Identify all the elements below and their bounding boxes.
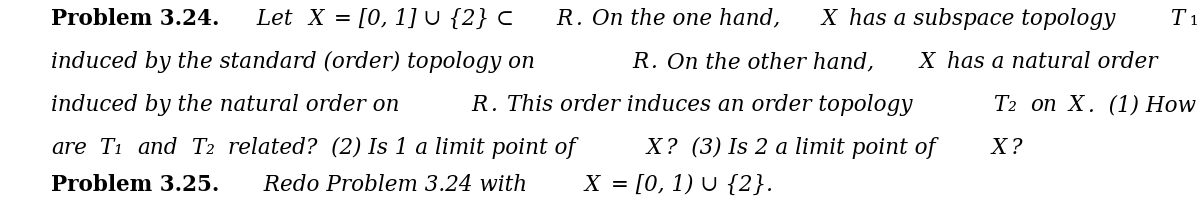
Text: Τ₂: Τ₂ [185,137,222,159]
Text: are: are [50,137,86,159]
Text: X: X [308,8,324,30]
Text: On the other hand,: On the other hand, [667,51,875,73]
Text: R: R [557,8,572,30]
Text: Τ: Τ [1164,8,1186,30]
Text: .  (1) How: . (1) How [1088,94,1196,116]
Text: This order induces an order topology: This order induces an order topology [508,94,912,116]
Text: X: X [1062,94,1085,116]
Text: = [0, 1] ∪ {2} ⊂: = [0, 1] ∪ {2} ⊂ [326,8,521,30]
Text: ₁: ₁ [1189,8,1198,30]
Text: induced by the standard (order) topology on: induced by the standard (order) topology… [50,51,541,73]
Text: ?: ? [1012,137,1022,159]
Text: R: R [472,94,487,116]
Text: has a natural order: has a natural order [947,51,1158,73]
Text: X: X [815,8,844,30]
Text: .: . [491,94,504,116]
Text: Problem 3.24.: Problem 3.24. [50,8,220,30]
Text: and: and [137,137,178,159]
Text: R: R [632,51,648,73]
Text: .: . [576,8,589,30]
Text: ?  (3) Is 2 a limit point of: ? (3) Is 2 a limit point of [666,137,936,159]
Text: = [0, 1) ∪ {2}.: = [0, 1) ∪ {2}. [605,174,774,196]
Text: X: X [578,174,600,196]
Text: Let: Let [251,8,300,30]
Text: on: on [1031,94,1057,116]
Text: X: X [912,51,942,73]
Text: Τ₂: Τ₂ [988,94,1024,116]
Text: Redo Problem 3.24 with: Redo Problem 3.24 with [251,174,527,196]
Text: X: X [985,137,1007,159]
Text: X: X [640,137,661,159]
Text: Τ₁: Τ₁ [94,137,130,159]
Text: induced by the natural order on: induced by the natural order on [50,94,407,116]
Text: related?  (2) Is 1 a limit point of: related? (2) Is 1 a limit point of [228,137,576,159]
Text: .: . [652,51,665,73]
Text: has a subspace topology: has a subspace topology [848,8,1115,30]
Text: Problem 3.25.: Problem 3.25. [50,174,220,196]
Text: On the one hand,: On the one hand, [592,8,780,30]
